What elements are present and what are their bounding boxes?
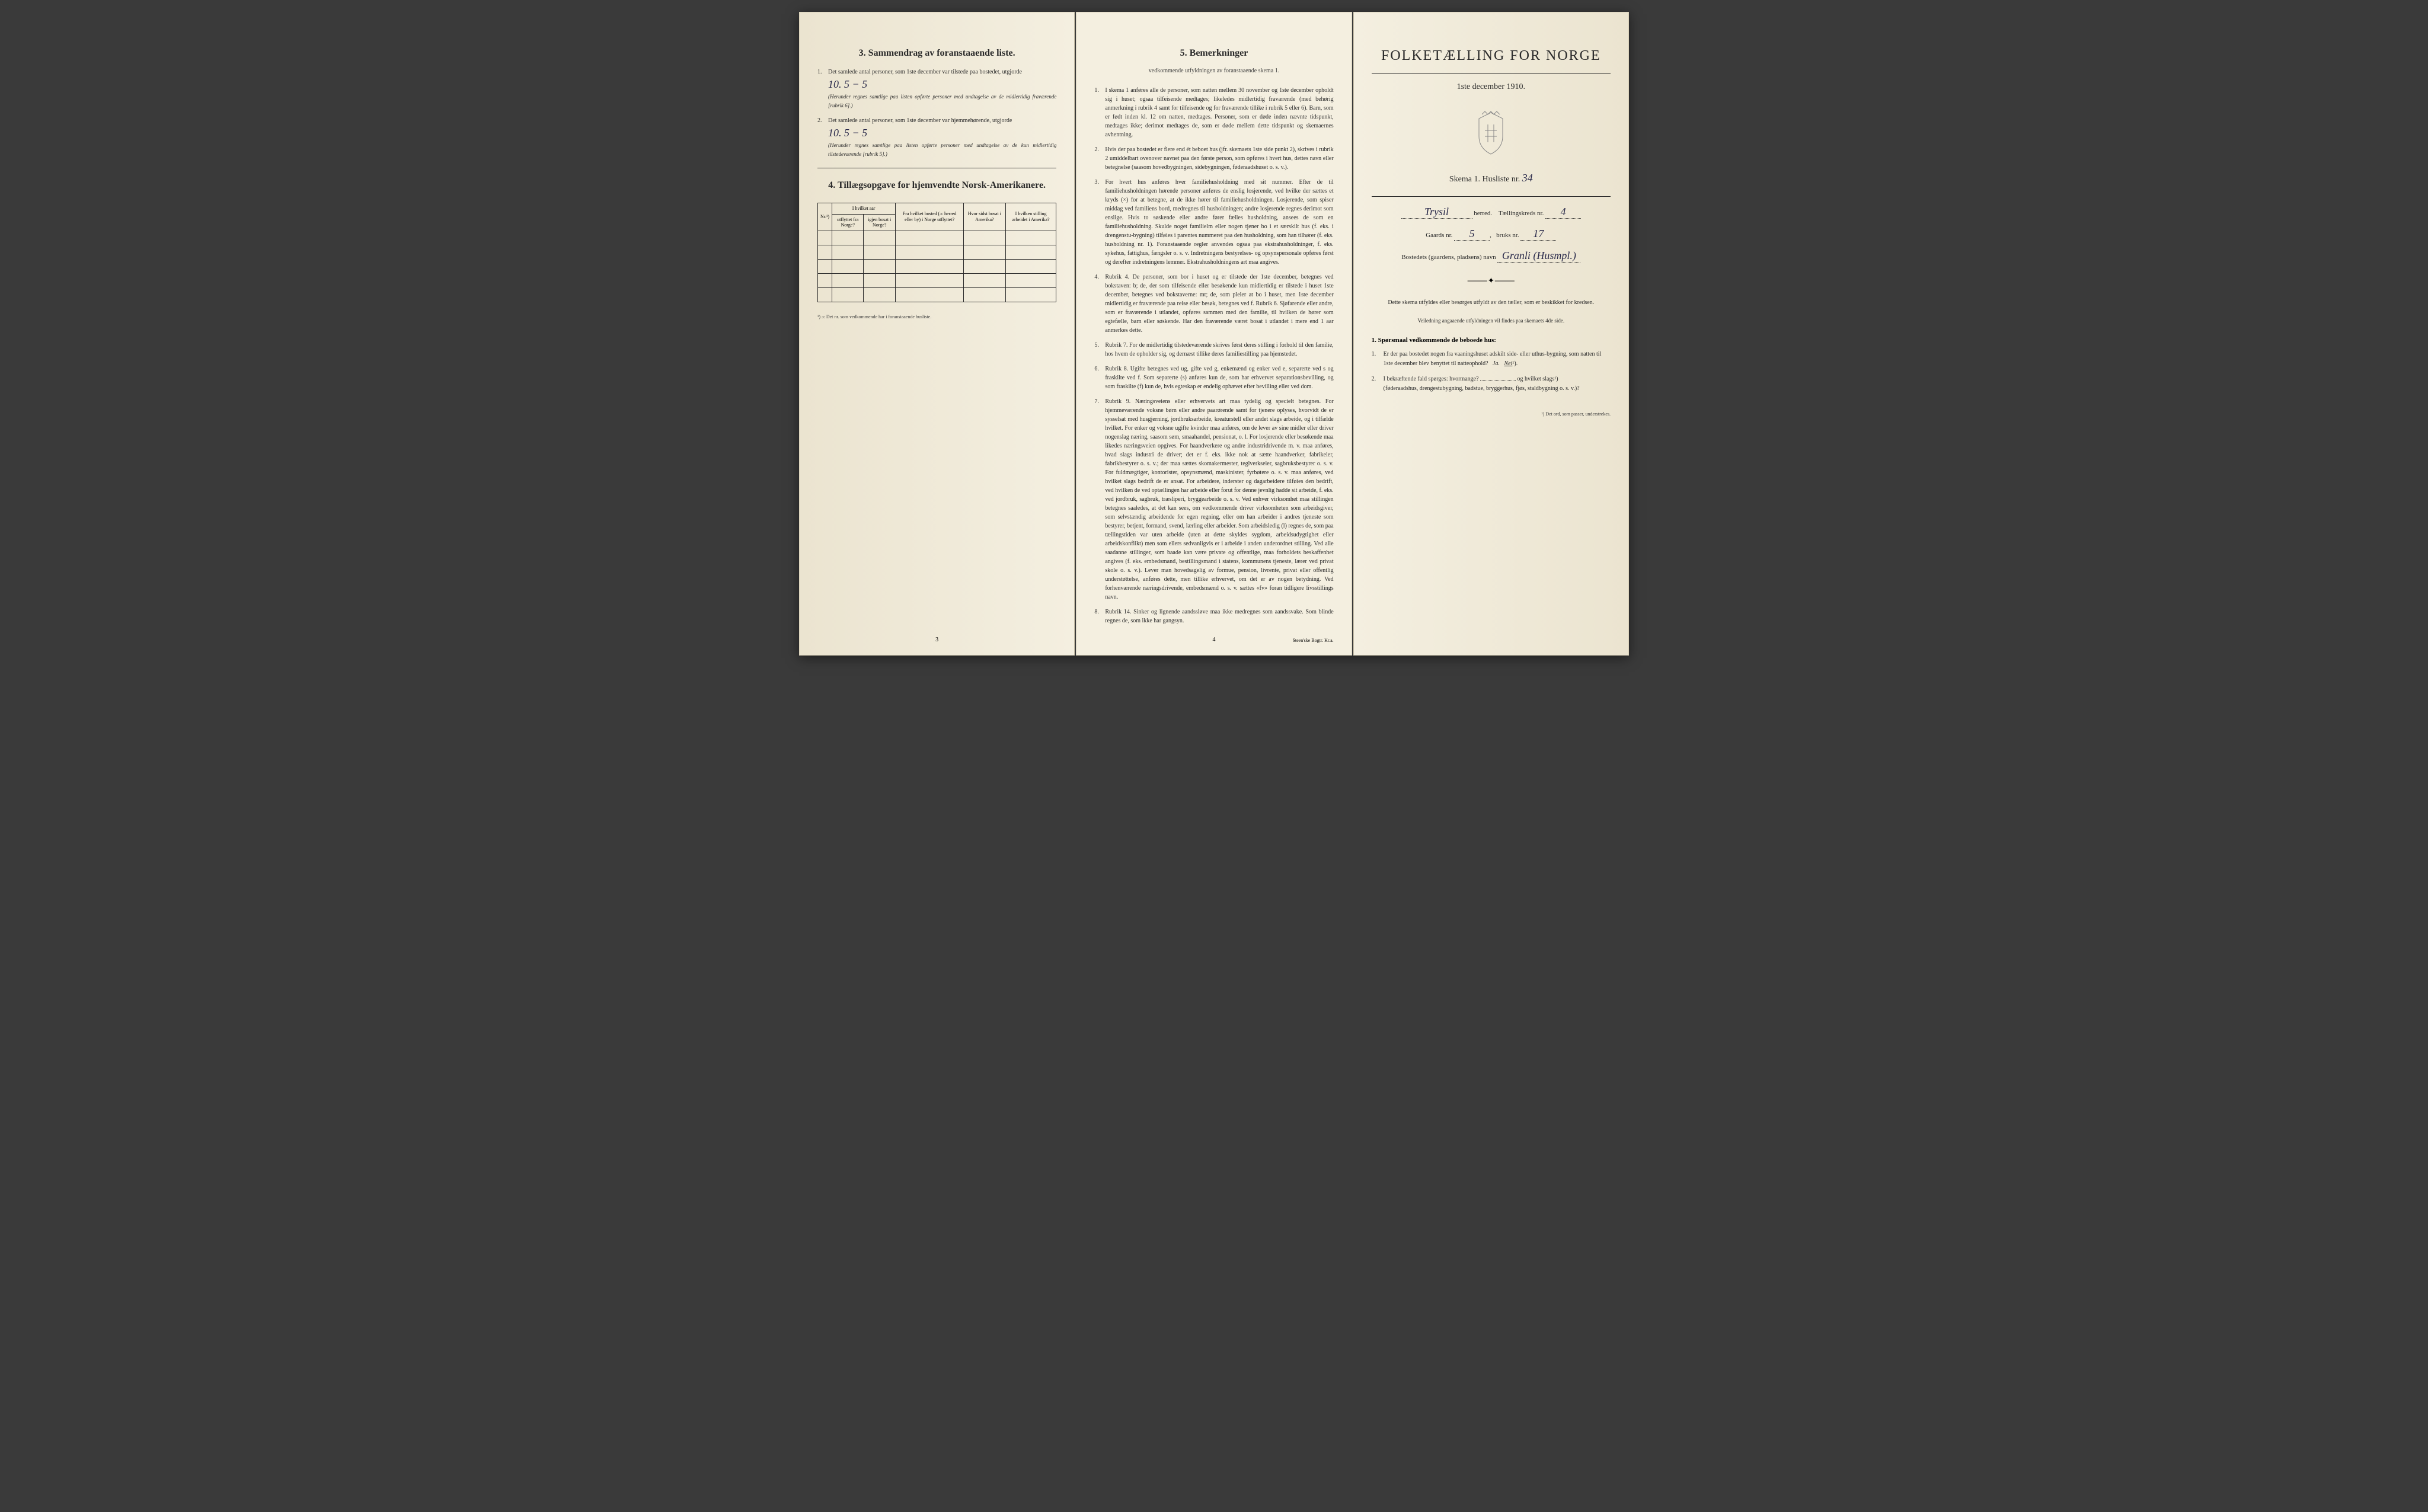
skema-line: Skema 1. Husliste nr. 34 <box>1372 172 1611 184</box>
census-document: 3. Sammendrag av foranstaaende liste. De… <box>799 12 1629 656</box>
americans-table-section: Nr.¹) I hvilket aar Fra hvilket bosted (… <box>817 203 1056 319</box>
table-row <box>818 245 1056 259</box>
col-from: Fra hvilket bosted (ɔ: herred eller by) … <box>896 203 964 231</box>
q2-cont: og hvilket slags¹) <box>1518 376 1558 382</box>
section-5-heading: 5. Bemerkninger <box>1094 48 1333 59</box>
table-row <box>818 231 1056 245</box>
printer-note: Steen'ske Bogtr. Kr.a. <box>1292 638 1333 643</box>
section-5-subheading: vedkommende utfyldningen av foranstaaend… <box>1094 68 1333 74</box>
bosted-label: Bostedets (gaardens, pladsens) navn <box>1401 254 1496 261</box>
remark-6: Rubrik 8. Ugifte betegnes ved ug, gifte … <box>1094 365 1333 391</box>
item1-text: Det samlede antal personer, som 1ste dec… <box>828 69 1022 75</box>
item1-note: (Herunder regnes samtlige paa listen opf… <box>828 94 1056 108</box>
section-4-heading: 4. Tillægsopgave for hjemvendte Norsk-Am… <box>817 180 1056 191</box>
col-year-group: I hvilket aar <box>832 203 896 215</box>
summary-item-2: Det samlede antal personer, som 1ste dec… <box>817 116 1056 159</box>
question-2: I bekræftende fald spørges: hvormange? o… <box>1372 375 1611 394</box>
item2-value: 10. 5 − 5 <box>828 127 867 139</box>
q1-nei: Nei <box>1504 360 1513 367</box>
americans-table: Nr.¹) I hvilket aar Fra hvilket bosted (… <box>817 203 1056 302</box>
instruction-1: Dette skema utfyldes eller besørges utfy… <box>1372 298 1611 308</box>
item2-note: (Herunder regnes samtlige paa listen opf… <box>828 142 1056 157</box>
section-3-heading: 3. Sammendrag av foranstaaende liste. <box>817 48 1056 59</box>
table-row <box>818 259 1056 273</box>
skema-divider <box>1372 196 1611 197</box>
questions-heading: 1. Spørsmaal vedkommende de beboede hus: <box>1372 337 1611 344</box>
herred-label: herred. <box>1474 210 1492 217</box>
skema-value: 34 <box>1522 172 1533 184</box>
skema-label: Skema 1. Husliste nr. <box>1449 175 1520 184</box>
date-line: 1ste december 1910. <box>1372 82 1611 92</box>
summary-item-1: Det samlede antal personer, som 1ste dec… <box>817 68 1056 110</box>
table-row <box>818 273 1056 287</box>
page-number-3: 3 <box>800 637 1074 643</box>
bruks-value: 17 <box>1520 228 1556 241</box>
bosted-line: Bostedets (gaardens, pladsens) navn Gran… <box>1372 250 1611 263</box>
page-4: 5. Bemerkninger vedkommende utfyldningen… <box>1076 12 1352 656</box>
remark-4: Rubrik 4. De personer, som bor i huset o… <box>1094 273 1333 335</box>
page-3: 3. Sammendrag av foranstaaende liste. De… <box>799 12 1075 656</box>
bruks-label: bruks nr. <box>1496 232 1519 239</box>
herred-value: Trysil <box>1401 206 1472 219</box>
main-title: FOLKETÆLLING FOR NORGE <box>1372 48 1611 64</box>
ornament-divider: ⸻✦⸻ <box>1372 274 1611 286</box>
norway-crest-icon <box>1372 110 1611 160</box>
q2-blank1 <box>1480 380 1516 381</box>
remark-5: Rubrik 7. For de midlertidig tilstedevær… <box>1094 341 1333 359</box>
gaards-line: Gaards nr. 5, bruks nr. 17 <box>1372 228 1611 241</box>
col-position: I hvilken stilling arbeidet i Amerika? <box>1005 203 1056 231</box>
remark-1: I skema 1 anføres alle de personer, som … <box>1094 86 1333 139</box>
remark-3: For hvert hus anføres hver familiehushol… <box>1094 178 1333 267</box>
q2-examples: (føderaadshus, drengestubygning, badstue… <box>1384 385 1580 392</box>
instruction-2: Veiledning angaaende utfyldningen vil fi… <box>1372 317 1611 325</box>
bosted-value: Granli (Husmpl.) <box>1497 250 1580 263</box>
q2-text: I bekræftende fald spørges: hvormange? <box>1384 376 1479 382</box>
remark-7: Rubrik 9. Næringsveiens eller erhvervets… <box>1094 397 1333 602</box>
q1-ja: Ja. <box>1493 360 1500 367</box>
right-footnote: ¹) Det ord, som passer, understrekes. <box>1372 411 1611 417</box>
table-footnote: ¹) ɔ: Det nr. som vedkommende har i fora… <box>817 314 1056 319</box>
item1-value: 10. 5 − 5 <box>828 78 867 90</box>
item2-text: Det samlede antal personer, som 1ste dec… <box>828 117 1012 124</box>
tellingskreds-value: 4 <box>1545 206 1581 219</box>
page-1-cover: FOLKETÆLLING FOR NORGE 1ste december 191… <box>1353 12 1629 656</box>
col-where: Hvor sidst bosat i Amerika? <box>964 203 1006 231</box>
remark-2: Hvis der paa bostedet er flere end ét be… <box>1094 145 1333 172</box>
tellingskreds-label: Tællingskreds nr. <box>1499 210 1544 217</box>
table-row <box>818 287 1056 302</box>
herred-line: Trysil herred. Tællingskreds nr. 4 <box>1372 206 1611 219</box>
remark-8: Rubrik 14. Sinker og lignende aandssløve… <box>1094 608 1333 625</box>
col-emigrated: utflyttet fra Norge? <box>832 214 864 231</box>
gaards-label: Gaards nr. <box>1426 232 1452 239</box>
gaards-value: 5 <box>1454 228 1490 241</box>
col-nr: Nr.¹) <box>818 203 832 231</box>
question-1: Er der paa bostedet nogen fra vaaningshu… <box>1372 350 1611 369</box>
col-returned: igjen bosat i Norge? <box>864 214 896 231</box>
